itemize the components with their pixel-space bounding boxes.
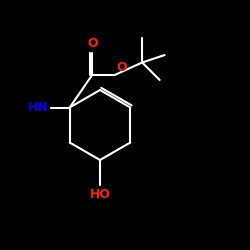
Text: HO: HO: [90, 188, 110, 200]
Text: HN: HN: [28, 101, 48, 114]
Text: O: O: [87, 37, 98, 50]
Text: O: O: [116, 61, 126, 74]
